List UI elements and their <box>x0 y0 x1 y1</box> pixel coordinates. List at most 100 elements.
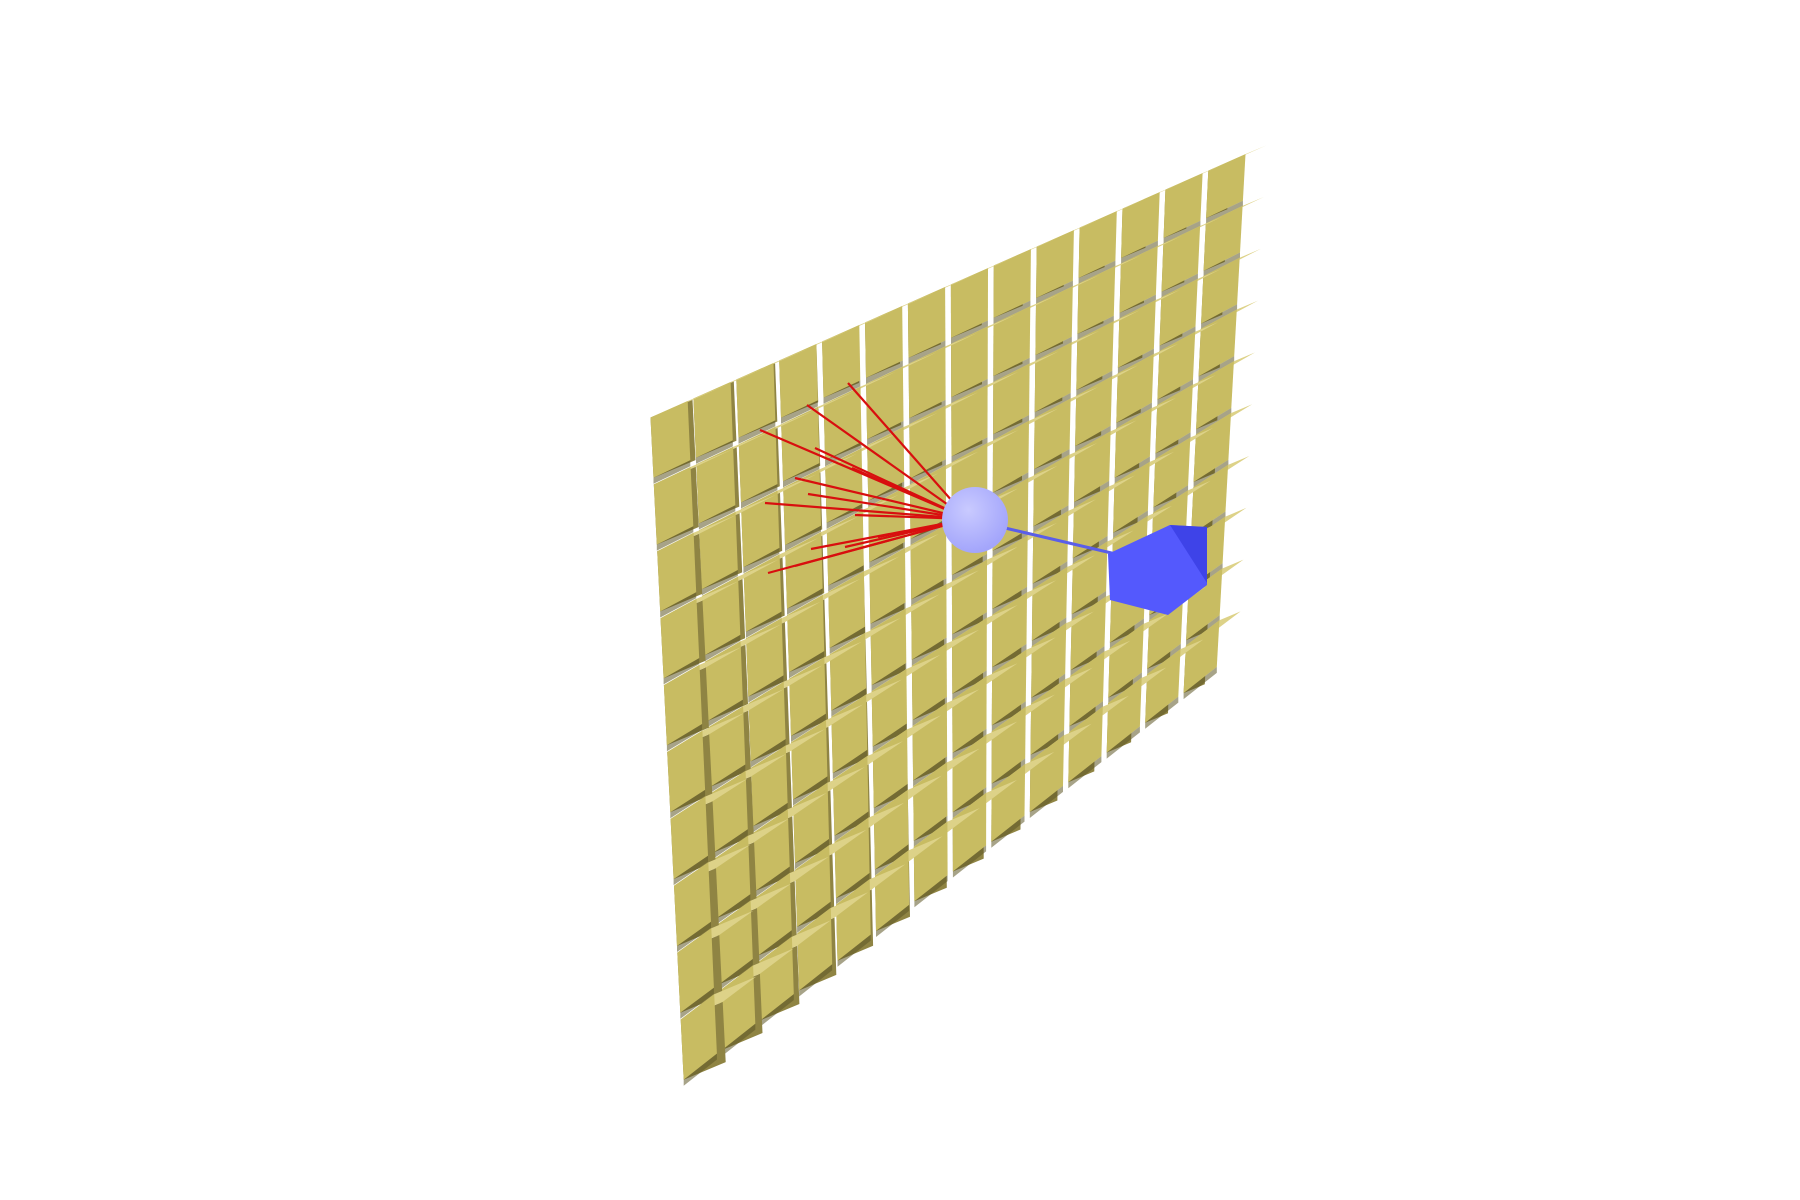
wall-block <box>1186 559 1244 647</box>
block-shadow <box>677 921 711 952</box>
block-front-face <box>758 936 794 1021</box>
block-front-face <box>865 306 903 378</box>
block-shadow <box>673 855 708 886</box>
block-shadow <box>1153 485 1189 514</box>
block-shadow <box>1119 294 1156 319</box>
block-shadow <box>876 904 910 937</box>
block-shadow <box>1163 220 1201 244</box>
ray <box>764 501 969 521</box>
block-shadow <box>738 420 776 444</box>
sphere <box>942 487 1008 553</box>
block-shadow <box>716 894 751 925</box>
wall-block <box>1117 289 1181 374</box>
block-shadow <box>871 662 907 692</box>
block-front-face <box>1034 342 1072 413</box>
block-front-face <box>1206 154 1246 219</box>
block-shadow <box>789 651 825 679</box>
wall-block <box>1077 255 1142 340</box>
block-front-face <box>1069 651 1105 727</box>
block-front-face <box>693 382 733 458</box>
wall-block <box>991 694 1055 790</box>
block-shadow <box>787 588 823 615</box>
wall-block <box>907 273 978 364</box>
block-shadow <box>1145 696 1179 729</box>
block-shadow <box>1070 646 1105 677</box>
block-shadow <box>1198 356 1235 383</box>
wall-block <box>951 313 1019 404</box>
block-shadow <box>909 399 946 425</box>
block-shadow <box>795 839 829 870</box>
block-front-face <box>716 900 753 985</box>
block-shadow <box>1161 273 1198 298</box>
ray <box>767 517 969 575</box>
block-shadow <box>653 460 691 484</box>
block-shadow <box>1196 407 1232 436</box>
block-front-face <box>719 965 756 1050</box>
block-shadow <box>707 699 743 727</box>
block-shadow <box>993 415 1030 441</box>
block-front-face <box>993 363 1030 435</box>
wall-block <box>1159 269 1221 352</box>
block-front-face <box>650 401 691 478</box>
sphere-body <box>942 487 1008 553</box>
wall-block <box>1113 451 1175 539</box>
wall-block <box>1069 640 1131 733</box>
block-front-face <box>867 427 905 501</box>
block-front-face <box>1155 384 1193 454</box>
block-front-face <box>952 676 987 753</box>
block-shadow <box>758 930 792 962</box>
block-shadow <box>797 901 831 933</box>
block-front-face <box>952 617 987 694</box>
block-front-face <box>1163 173 1203 238</box>
block-shadow <box>1031 617 1067 647</box>
block-shadow <box>1072 535 1108 565</box>
block-front-face <box>823 386 862 461</box>
block-shadow <box>991 815 1025 848</box>
wall-block <box>653 449 733 551</box>
block-front-face <box>993 249 1031 318</box>
block-shadow <box>828 565 864 592</box>
block-front-face <box>1196 361 1234 430</box>
block-shadow <box>760 994 794 1027</box>
wall-block <box>1108 613 1169 704</box>
block-front-face <box>653 466 694 545</box>
block-front-face <box>913 762 948 841</box>
block-front-face <box>1145 649 1181 723</box>
block-front-face <box>677 928 714 1013</box>
block-shadow <box>1203 252 1240 277</box>
block-front-face <box>1153 437 1191 508</box>
block-shadow <box>908 340 946 364</box>
block-front-face <box>755 873 792 956</box>
wall-block <box>993 236 1061 324</box>
block-shadow <box>741 484 778 509</box>
block-shadow <box>951 553 988 582</box>
block-front-face <box>1070 596 1106 671</box>
block-front-face <box>1159 278 1198 346</box>
block-front-face <box>909 405 946 479</box>
block-front-face <box>781 406 820 482</box>
block-front-face <box>992 535 1028 609</box>
block-front-face <box>907 287 946 358</box>
wall-block <box>1072 475 1135 565</box>
wall-block <box>702 559 779 662</box>
block-front-face <box>680 994 717 1080</box>
cube-front-face <box>1108 525 1207 615</box>
block-shadow <box>713 829 748 859</box>
block-front-face <box>657 532 697 612</box>
block-front-face <box>663 664 703 746</box>
block-shadow <box>1116 402 1152 429</box>
block-front-face <box>836 879 871 961</box>
block-front-face <box>952 734 987 813</box>
wall-block <box>663 647 742 752</box>
block-shadow <box>743 547 780 574</box>
block-front-face <box>875 850 910 931</box>
wall-block <box>1068 695 1129 789</box>
block-shadow <box>952 670 987 700</box>
block-front-face <box>951 326 988 398</box>
wall-block <box>657 515 736 618</box>
block-shadow <box>656 526 694 551</box>
block-front-face <box>743 554 782 632</box>
block-front-face <box>736 363 776 438</box>
block-shadow <box>993 300 1031 324</box>
block-front-face <box>1035 286 1073 356</box>
